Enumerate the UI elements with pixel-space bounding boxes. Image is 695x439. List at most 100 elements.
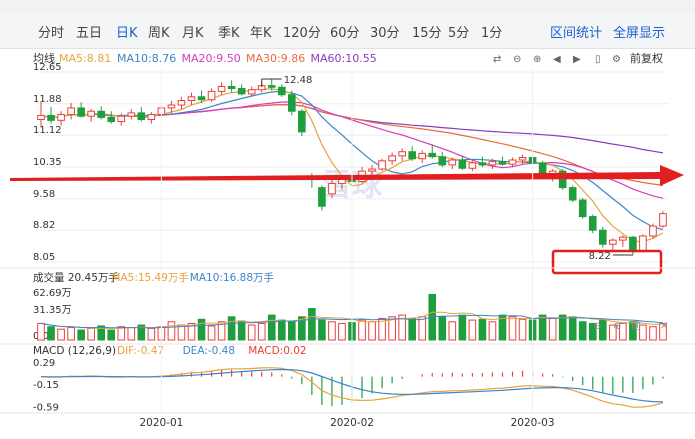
volume-bar-40 — [438, 316, 447, 341]
price-y-tick-2: 11.12 — [33, 125, 62, 136]
volume-bar-9 — [127, 327, 136, 341]
candle-body-5 — [87, 110, 95, 117]
price-y-tick-3: 10.35 — [33, 157, 62, 168]
volume-bar-6 — [97, 325, 106, 341]
volume-bar-2 — [57, 328, 65, 341]
volume-bar-45 — [488, 321, 497, 341]
candle-body-30 — [338, 178, 346, 185]
volume-bar-48 — [518, 318, 527, 341]
volume-bar-29 — [328, 321, 336, 341]
volume-bar-61 — [649, 326, 657, 341]
volume-bar-53 — [568, 316, 577, 341]
tab-0[interactable]: 分时 — [38, 26, 65, 41]
candle-body-43 — [468, 162, 477, 169]
candle-body-25 — [287, 94, 296, 112]
tab-5[interactable]: 季K — [218, 26, 240, 41]
tab-12[interactable]: 1分 — [481, 26, 503, 41]
interval-stats-link[interactable]: 区间统计 — [550, 26, 603, 41]
volume-bar-23 — [267, 314, 276, 341]
candle-body-54 — [578, 199, 587, 218]
low-highlight-box — [551, 249, 663, 275]
adjust-select[interactable]: 前复权 — [630, 51, 663, 65]
right-icon[interactable]: ▶ — [573, 54, 581, 65]
candle-body-19 — [227, 85, 236, 90]
tab-2[interactable]: 日K — [116, 26, 138, 41]
tab-11[interactable]: 5分 — [448, 26, 470, 41]
period-tabs: 分时 五日 日K 周K 月K 季K 年K 120分 60分 30分 15分 5分 1分 区间统计 全屏显示 — [0, 14, 695, 49]
volume-bar-44 — [478, 318, 487, 341]
volume-bar-46 — [498, 314, 507, 341]
volume-legend-1: MA5:15.49万手 — [111, 271, 189, 284]
tab-4[interactable]: 月K — [182, 26, 204, 41]
swap-icon[interactable]: ⇄ — [493, 54, 501, 65]
tab-10[interactable]: 15分 — [412, 26, 442, 41]
candle-body-52 — [558, 170, 567, 189]
candle-body-16 — [197, 96, 206, 101]
candle-body-26 — [298, 110, 306, 133]
volume-bar-5 — [87, 327, 95, 341]
zoom-in-icon[interactable]: ⊕ — [533, 54, 541, 65]
candle-body-8 — [117, 115, 126, 123]
red-arrow — [10, 165, 684, 186]
volume-bar-62 — [659, 322, 667, 341]
volume-bar-58 — [619, 322, 627, 341]
settings-icon[interactable]: ⚙ — [612, 54, 621, 65]
volume-bar-27 — [308, 307, 316, 341]
candle-body-4 — [77, 107, 85, 117]
volume-bar-19 — [227, 316, 236, 341]
volume-bar-13 — [167, 321, 176, 341]
vol-zoom-in-icon[interactable]: ⊕ — [613, 321, 621, 332]
candle-body-36 — [398, 151, 406, 157]
volume-bar-38 — [418, 316, 427, 341]
volume-bar-41 — [448, 321, 457, 341]
candle-body-18 — [217, 85, 226, 92]
volume-bar-55 — [588, 322, 597, 341]
candle-body-15 — [187, 96, 196, 101]
volume-bar-4 — [77, 329, 85, 341]
volume-bar-52 — [558, 314, 567, 341]
candle-body-40 — [438, 156, 447, 166]
vol-zoom-out-icon[interactable]: ⊖ — [593, 321, 601, 332]
tab-3[interactable]: 周K — [148, 26, 170, 41]
price-y-tick-5: 8.82 — [33, 220, 55, 231]
volume-bar-15 — [187, 322, 196, 341]
price-legend-ma20: MA20:9.50 — [182, 52, 241, 65]
price-legend-ma30: MA30:9.86 — [246, 52, 305, 65]
volume-bar-59 — [629, 321, 637, 341]
volume-bar-47 — [508, 316, 517, 341]
candle-body-3 — [67, 107, 75, 116]
left-icon[interactable]: ◀ — [553, 54, 561, 65]
price-y-tick-0: 12.65 — [33, 62, 62, 73]
candle-body-59 — [629, 236, 637, 253]
volume-bar-8 — [117, 326, 126, 341]
volume-bar-57 — [609, 324, 617, 341]
tab-7[interactable]: 120分 — [283, 26, 321, 41]
volume-bar-3 — [67, 327, 75, 341]
tab-1[interactable]: 五日 — [76, 26, 103, 41]
volume-legend-0: 成交量 20.45万手 — [33, 271, 119, 284]
volume-bar-37 — [408, 317, 417, 341]
candle-body-61 — [649, 225, 657, 237]
tab-6[interactable]: 年K — [250, 26, 272, 41]
volume-bar-17 — [207, 325, 216, 341]
volume-bar-25 — [287, 321, 296, 341]
volume-bar-0 — [37, 322, 45, 341]
candle-body-39 — [428, 152, 437, 158]
tab-8[interactable]: 60分 — [330, 26, 360, 41]
tab-9[interactable]: 30分 — [370, 26, 400, 41]
macd-legend-1: DEA:-0.48 — [183, 345, 235, 357]
bar-icon[interactable]: ▯ — [595, 54, 601, 65]
candle-body-7 — [107, 116, 116, 123]
candle-body-62 — [659, 213, 667, 227]
candle-body-2 — [57, 114, 65, 121]
candle-body-35 — [388, 155, 396, 162]
fullscreen-link[interactable]: 全屏显示 — [613, 26, 666, 41]
candle-body-38 — [418, 152, 427, 160]
volume-bar-24 — [277, 319, 286, 341]
volume-y-tick-1: 31.35万 — [33, 305, 72, 316]
vol-close-icon[interactable]: ✕ — [660, 321, 668, 332]
macd-legend-0: DIF:-0.47 — [117, 345, 164, 357]
annotation-label-1: 8.22 — [589, 251, 611, 262]
zoom-out-icon[interactable]: ⊖ — [513, 54, 521, 65]
candle-body-0 — [37, 114, 45, 121]
